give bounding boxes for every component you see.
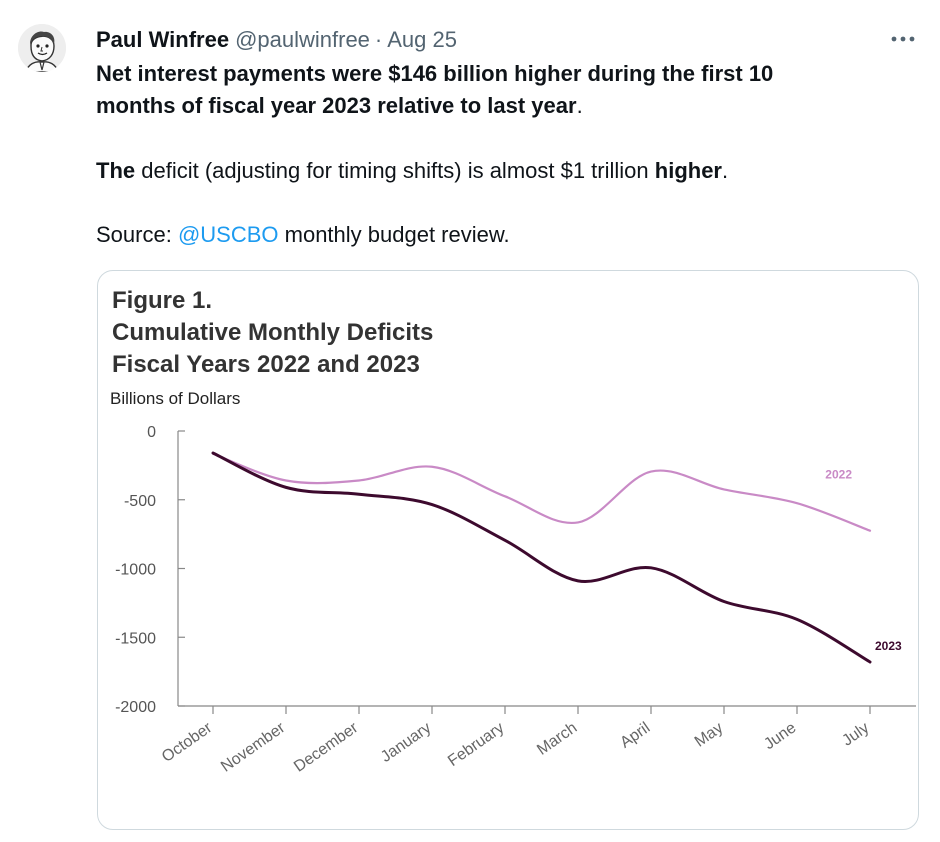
avatar-sketch-icon bbox=[18, 24, 66, 72]
figure-title-line-1: Figure 1. bbox=[112, 287, 213, 314]
more-dots-icon bbox=[891, 36, 915, 42]
x-tick-label: January bbox=[378, 719, 434, 766]
tweet-line-3-mid: deficit (adjusting for timing shifts) is… bbox=[135, 158, 655, 183]
figure-title-line-3: Fiscal Years 2022 and 2023 bbox=[112, 351, 420, 378]
tweet-line-3-period: . bbox=[722, 158, 729, 183]
y-tick-label: -1500 bbox=[115, 630, 156, 647]
more-options-button[interactable] bbox=[888, 28, 918, 50]
y-tick-label: -500 bbox=[124, 493, 156, 510]
tweet-line-3-the: The bbox=[96, 158, 136, 183]
y-tick-label: 0 bbox=[147, 424, 156, 441]
uscbo-mention-link[interactable]: @USCBO bbox=[177, 222, 279, 247]
series-label-2022: 2022 bbox=[825, 468, 852, 482]
tweet-line-2-bold: months of fiscal year 2023 relative to l… bbox=[96, 93, 577, 118]
x-tick-label: February bbox=[445, 719, 507, 770]
series-line-2023 bbox=[211, 451, 872, 664]
tweet-line-3-higher: higher bbox=[654, 158, 722, 183]
author-handle[interactable]: @paulwinfree bbox=[235, 27, 370, 52]
tweet-date[interactable]: Aug 25 bbox=[387, 27, 457, 52]
x-tick-label: October bbox=[159, 719, 216, 766]
y-axis-unit-label: Billions of Dollars bbox=[110, 389, 241, 408]
x-tick-label: November bbox=[218, 719, 289, 776]
figure-title: Figure 1. Cumulative Monthly Deficits Fi… bbox=[112, 285, 433, 381]
figure-title-line-2: Cumulative Monthly Deficits bbox=[112, 319, 434, 346]
tweet-line-2-period: . bbox=[576, 93, 583, 118]
tweet-line-2: months of fiscal year 2023 relative to l… bbox=[96, 90, 583, 122]
y-tick-label: -2000 bbox=[115, 699, 156, 716]
series-label-2023: 2023 bbox=[875, 639, 902, 653]
x-tick-label: May bbox=[692, 719, 727, 750]
x-tick-label: July bbox=[839, 719, 872, 749]
tweet-line-4: Source: @USCBO monthly budget review. bbox=[96, 219, 510, 251]
x-tick-label: April bbox=[617, 719, 653, 751]
source-prefix: Source: bbox=[96, 222, 178, 247]
x-tick-label: June bbox=[761, 719, 799, 753]
x-tick-label: March bbox=[534, 719, 580, 758]
tweet-header: Paul Winfree @paulwinfree · Aug 25 bbox=[96, 26, 457, 54]
author-avatar[interactable] bbox=[18, 24, 66, 72]
author-name[interactable]: Paul Winfree bbox=[96, 27, 230, 52]
y-tick-label: -1000 bbox=[115, 562, 156, 579]
tweet-line-3: The deficit (adjusting for timing shifts… bbox=[96, 155, 728, 187]
x-tick-label: December bbox=[291, 719, 362, 776]
series-line-2022 bbox=[211, 452, 872, 532]
source-suffix: monthly budget review. bbox=[278, 222, 510, 247]
separator-dot: · bbox=[374, 27, 383, 52]
figure-image-card[interactable]: Figure 1. Cumulative Monthly Deficits Fi… bbox=[97, 270, 919, 830]
tweet-line-1: Net interest payments were $146 billion … bbox=[96, 61, 774, 86]
